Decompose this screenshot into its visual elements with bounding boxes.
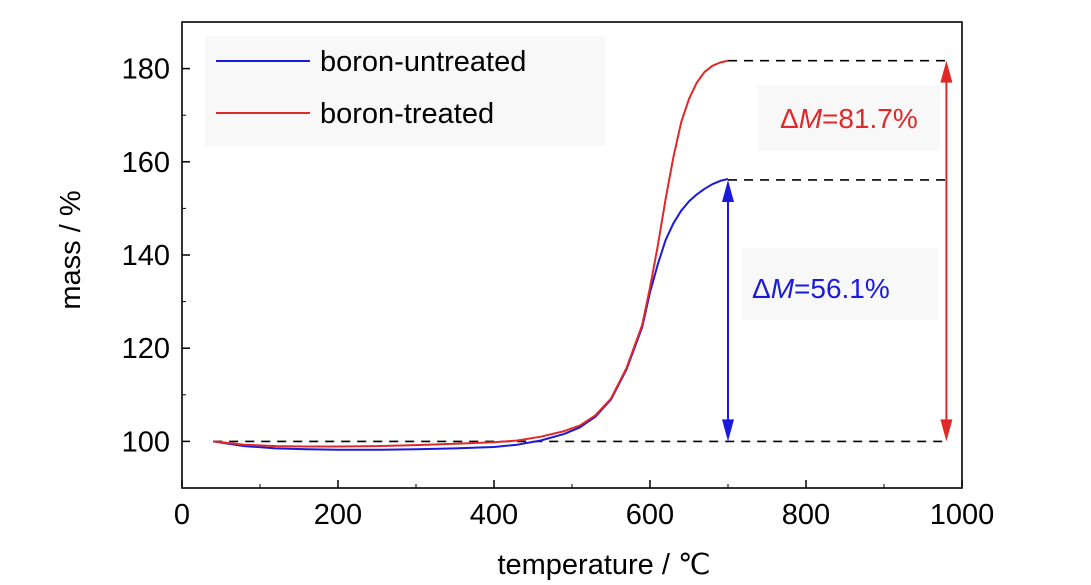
- reference-lines: [213, 59, 947, 443]
- series-layer: [213, 59, 729, 451]
- delta-symbol: Δ: [780, 103, 799, 134]
- delta-variable: M: [799, 103, 823, 134]
- x-axis-ticks: 0 200 400 600 800 1000: [174, 480, 994, 531]
- legend-label-boron-treated: boron-treated: [320, 98, 494, 130]
- delta-arrowhead-top-0: [722, 179, 734, 202]
- y-axis-ticks: 100 120 140 160 180: [122, 54, 190, 458]
- y-axis-title: mass / %: [55, 190, 87, 309]
- x-axis-title: temperature / ℃: [497, 549, 710, 581]
- x-tick-label-800: 800: [782, 499, 830, 531]
- legend-background: [205, 36, 605, 146]
- annotation-background-blue: [742, 248, 938, 320]
- annotation-background-red: [758, 85, 940, 151]
- delta-symbol: Δ: [752, 273, 771, 304]
- x-tick-label-1000: 1000: [930, 499, 995, 531]
- y-tick-label-160: 160: [122, 147, 170, 179]
- delta-arrowhead-bottom-0: [722, 419, 734, 442]
- y-tick-label-100: 100: [122, 426, 170, 458]
- delta-m-treated-label: ΔM=81.7%: [780, 103, 918, 134]
- x-tick-label-200: 200: [314, 499, 362, 531]
- delta-arrows: [722, 60, 953, 442]
- series-line-1: [213, 59, 729, 448]
- y-tick-label-140: 140: [122, 240, 170, 272]
- minor-ticks: [182, 21, 885, 489]
- delta-value: =81.7%: [822, 103, 918, 134]
- legend: boron-untreated boron-treated: [205, 36, 605, 146]
- series-line-0: [213, 178, 729, 451]
- delta-variable: M: [771, 273, 795, 304]
- delta-value: =56.1%: [794, 273, 890, 304]
- delta-m-untreated-label: ΔM=56.1%: [752, 273, 890, 304]
- x-tick-label-0: 0: [174, 499, 190, 531]
- y-tick-label-120: 120: [122, 333, 170, 365]
- y-tick-label-180: 180: [122, 54, 170, 86]
- legend-label-boron-untreated: boron-untreated: [320, 46, 526, 78]
- x-tick-label-600: 600: [626, 499, 674, 531]
- delta-arrowhead-top-1: [940, 60, 953, 83]
- x-tick-label-400: 400: [470, 499, 518, 531]
- delta-arrowhead-bottom-1: [940, 419, 953, 442]
